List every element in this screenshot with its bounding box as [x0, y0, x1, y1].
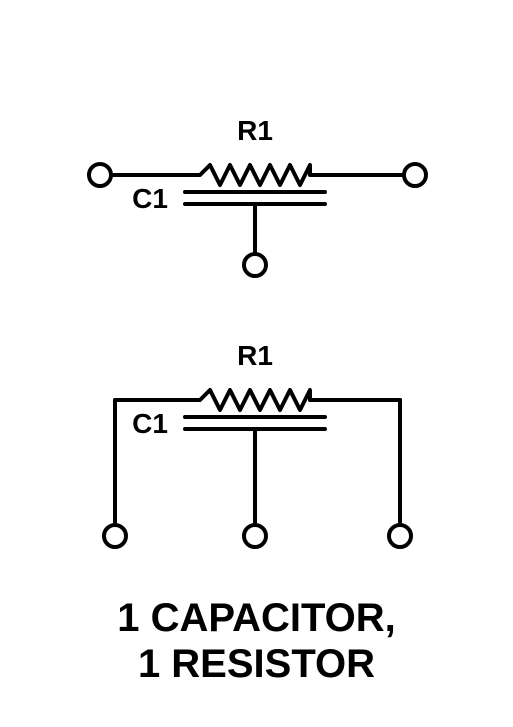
diagram-caption: 1 CAPACITOR, 1 RESISTOR [0, 595, 513, 687]
c2-terminal-center [244, 525, 266, 547]
c2-label-c1: C1 [132, 408, 168, 439]
caption-line-1: 1 CAPACITOR, [117, 596, 396, 640]
c2-resistor [195, 390, 315, 410]
c1-terminal-right [404, 164, 426, 186]
c1-label-c1: C1 [132, 183, 168, 214]
caption-line-2: 1 RESISTOR [138, 642, 375, 686]
c2-terminal-right [389, 525, 411, 547]
c2-label-r1: R1 [237, 340, 273, 371]
c2-terminal-left [104, 525, 126, 547]
c1-terminal-bottom [244, 254, 266, 276]
c1-terminal-left [89, 164, 111, 186]
c1-label-r1: R1 [237, 115, 273, 146]
c1-resistor [195, 165, 315, 185]
